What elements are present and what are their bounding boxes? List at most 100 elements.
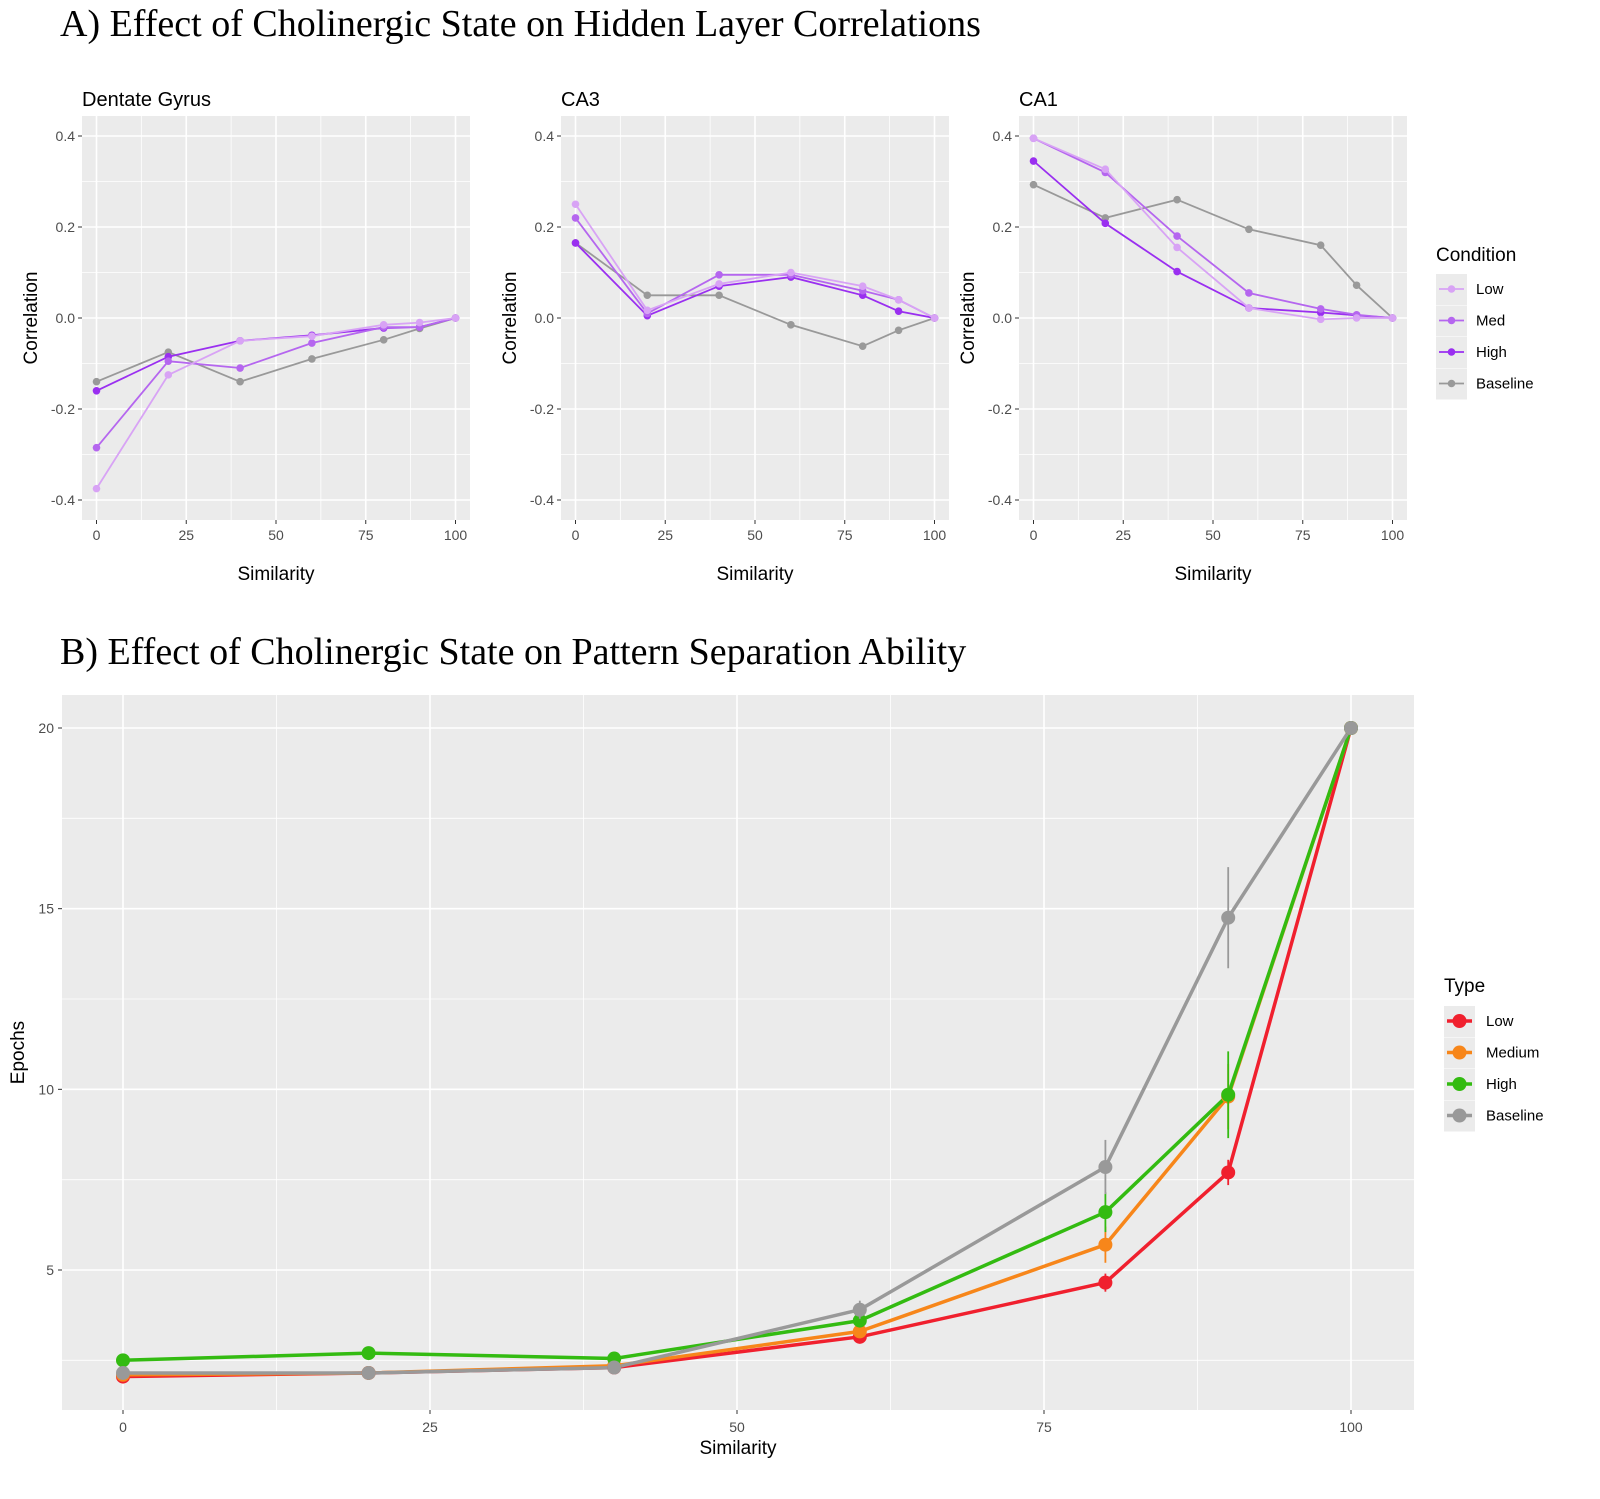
y-tick-label: 0.0 bbox=[993, 310, 1013, 326]
facet-2: 0 25 50 75 100 -0.4 -0.2 0.0 0.2 0.4 CA1 Similarity… bbox=[958, 89, 1407, 585]
y-tick-label: -0.2 bbox=[530, 401, 554, 417]
point-med bbox=[1316, 305, 1325, 313]
x-tick-label: 75 bbox=[358, 527, 374, 543]
point-med bbox=[92, 443, 101, 452]
y-axis-title: Correlation bbox=[21, 272, 42, 365]
point-low bbox=[1316, 315, 1325, 324]
y-tick-label: 0.2 bbox=[56, 219, 76, 235]
point-baseline bbox=[715, 291, 723, 300]
point-low bbox=[1173, 243, 1181, 252]
legend-key-point bbox=[1447, 379, 1456, 388]
point-high bbox=[1173, 267, 1181, 276]
facet-1: 0 25 50 75 100 -0.4 -0.2 0.0 0.2 0.4 CA3 Similarity… bbox=[500, 89, 949, 585]
point-baseline bbox=[361, 1365, 376, 1380]
x-tick-label: 100 bbox=[1339, 1419, 1363, 1435]
point-low bbox=[415, 318, 424, 327]
point-med bbox=[1245, 289, 1253, 297]
point-low bbox=[787, 268, 795, 277]
point-low bbox=[1388, 314, 1397, 322]
x-tick-label: 0 bbox=[572, 527, 580, 543]
facet-title: CA1 bbox=[1019, 89, 1058, 111]
point-med bbox=[571, 214, 580, 222]
y-tick-label: 5 bbox=[46, 1262, 54, 1278]
point-low bbox=[571, 200, 580, 209]
y-tick-label: 0.2 bbox=[535, 219, 555, 235]
y-tick-label: -0.4 bbox=[51, 492, 75, 508]
panel-b-plot: 0 25 50 75 100 5 10 15 20 Similarity Epochs TypeLow… bbox=[8, 695, 1544, 1459]
point-baseline bbox=[236, 377, 244, 386]
x-axis-title: Similarity bbox=[237, 564, 315, 585]
y-tick-label: 15 bbox=[38, 901, 54, 917]
point-med bbox=[308, 339, 316, 347]
y-tick-label: -0.4 bbox=[988, 492, 1012, 508]
legend-title: Type bbox=[1444, 976, 1485, 997]
plot-background bbox=[62, 695, 1414, 1410]
point-med bbox=[164, 357, 173, 366]
point-baseline bbox=[1101, 214, 1110, 222]
point-low bbox=[894, 296, 903, 304]
point-med bbox=[715, 270, 723, 279]
x-tick-label: 75 bbox=[1036, 1419, 1052, 1435]
point-baseline bbox=[643, 291, 652, 300]
point-high bbox=[92, 387, 101, 395]
y-tick-label: 0.4 bbox=[993, 128, 1013, 144]
legend-label-medium: Medium bbox=[1486, 1045, 1539, 1062]
x-axis-title: Similarity bbox=[699, 1438, 777, 1459]
x-axis-title: Similarity bbox=[716, 564, 794, 585]
legend-label-high: High bbox=[1486, 1076, 1517, 1093]
y-tick-label: 0.0 bbox=[535, 310, 555, 326]
x-tick-label: 0 bbox=[1030, 527, 1038, 543]
point-low bbox=[1101, 165, 1110, 174]
y-axis-title: Epochs bbox=[8, 1021, 29, 1084]
x-tick-label: 100 bbox=[923, 527, 947, 543]
facet-0: 0 25 50 75 100 -0.4 -0.2 0.0 0.2 0.4 Dentate Gyrus… bbox=[21, 89, 470, 585]
point-baseline bbox=[308, 355, 316, 363]
point-low bbox=[451, 314, 460, 322]
point-high bbox=[1098, 1205, 1113, 1220]
point-low bbox=[1029, 134, 1038, 143]
legend-key-point bbox=[1452, 1108, 1467, 1123]
point-baseline bbox=[607, 1360, 622, 1375]
point-low bbox=[858, 282, 867, 290]
legend-label-baseline: Baseline bbox=[1476, 376, 1534, 393]
point-baseline bbox=[1173, 195, 1181, 204]
y-axis-title: Correlation bbox=[500, 272, 521, 365]
x-tick-label: 25 bbox=[422, 1419, 438, 1435]
point-low bbox=[1352, 314, 1361, 322]
x-tick-label: 50 bbox=[1205, 527, 1221, 543]
x-tick-label: 0 bbox=[119, 1419, 127, 1435]
panel-a-title: A) Effect of Cholinergic State on Hidden… bbox=[60, 3, 981, 45]
point-low bbox=[92, 484, 101, 493]
legend-key-point bbox=[1447, 285, 1456, 293]
panel-a-plots: 0 25 50 75 100 -0.4 -0.2 0.0 0.2 0.4 Dentate Gyrus… bbox=[21, 89, 1534, 585]
x-tick-label: 25 bbox=[178, 527, 194, 543]
point-high bbox=[116, 1353, 130, 1368]
point-low bbox=[930, 314, 939, 322]
y-tick-label: -0.2 bbox=[51, 401, 75, 417]
x-tick-label: 25 bbox=[657, 527, 673, 543]
point-baseline bbox=[92, 377, 101, 386]
legend-key-point bbox=[1452, 1045, 1467, 1060]
point-high bbox=[1221, 1087, 1236, 1102]
point-high bbox=[1029, 157, 1038, 165]
point-low bbox=[308, 332, 316, 341]
y-axis-title: Correlation bbox=[958, 272, 979, 365]
y-tick-label: 20 bbox=[38, 720, 54, 736]
legend-label-baseline: Baseline bbox=[1486, 1108, 1544, 1125]
y-tick-label: -0.4 bbox=[530, 492, 554, 508]
legend-label-med: Med bbox=[1476, 313, 1505, 330]
point-high bbox=[852, 1313, 867, 1328]
y-tick-label: 0.4 bbox=[535, 128, 555, 144]
point-baseline bbox=[1029, 180, 1038, 189]
point-baseline bbox=[1352, 281, 1361, 290]
legend-label-low: Low bbox=[1486, 1013, 1514, 1030]
y-tick-label: 0.0 bbox=[56, 310, 76, 326]
legend-title: Condition bbox=[1436, 245, 1516, 266]
legend-key-point bbox=[1452, 1077, 1467, 1091]
point-baseline bbox=[379, 336, 388, 344]
point-high bbox=[894, 307, 903, 315]
legend-key-point bbox=[1447, 348, 1456, 356]
point-high bbox=[571, 239, 580, 247]
